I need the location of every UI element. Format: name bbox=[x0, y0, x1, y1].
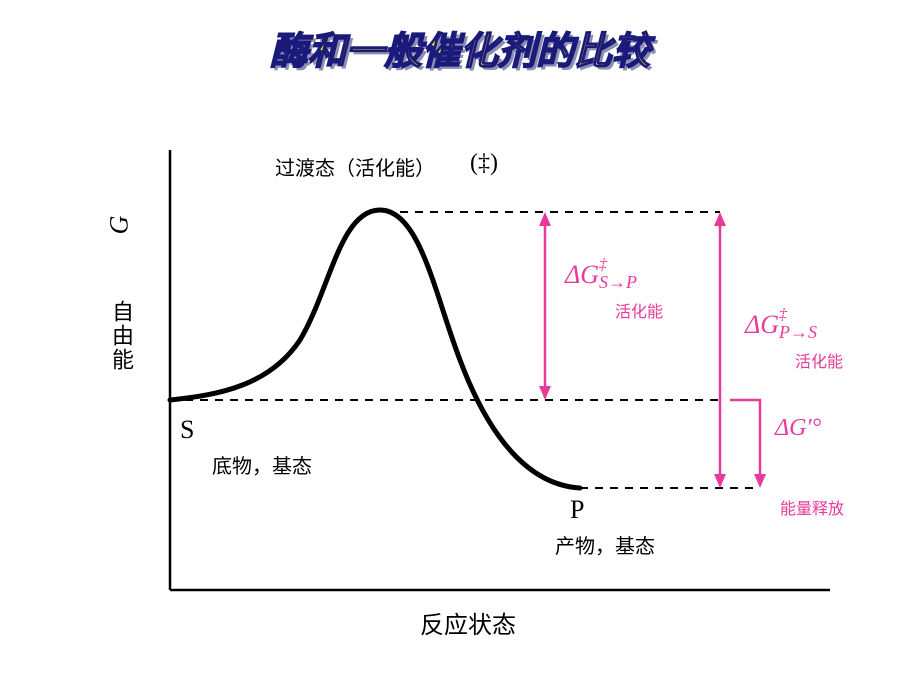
energy-release-label: 能量释放 bbox=[780, 495, 844, 519]
product-ground-label: 产物，基态 bbox=[555, 530, 655, 559]
substrate-ground-label: 底物，基态 bbox=[212, 450, 312, 479]
s-point-label: S bbox=[180, 415, 194, 445]
dg-ps-label: ΔG‡P→S bbox=[745, 310, 779, 340]
arrow-dg-prime bbox=[730, 400, 760, 484]
x-axis-label: 反应状态 bbox=[420, 605, 516, 640]
dg-sp-label: ΔG‡S→P bbox=[565, 260, 599, 290]
arrowhead-icon bbox=[714, 474, 726, 488]
reaction-curve bbox=[170, 210, 580, 488]
arrowhead-icon bbox=[539, 386, 551, 400]
transition-state-label: 过渡态（活化能） bbox=[275, 152, 435, 181]
dg-ps-activation-label: 活化能 bbox=[795, 348, 843, 372]
y-axis-label: 自由能 bbox=[105, 300, 137, 372]
dg-prime-label: ΔG′° bbox=[775, 415, 821, 442]
page-title: 酶和一般催化剂的比较 bbox=[270, 20, 650, 75]
dg-sp-activation-label: 活化能 bbox=[615, 298, 663, 322]
double-dagger-label: (‡) bbox=[470, 150, 498, 177]
arrowhead-icon bbox=[539, 212, 551, 226]
arrowhead-icon bbox=[754, 474, 766, 488]
energy-diagram bbox=[160, 140, 840, 610]
p-point-label: P bbox=[570, 495, 584, 525]
arrowhead-icon bbox=[714, 212, 726, 226]
y-axis-symbol: G bbox=[104, 216, 134, 235]
